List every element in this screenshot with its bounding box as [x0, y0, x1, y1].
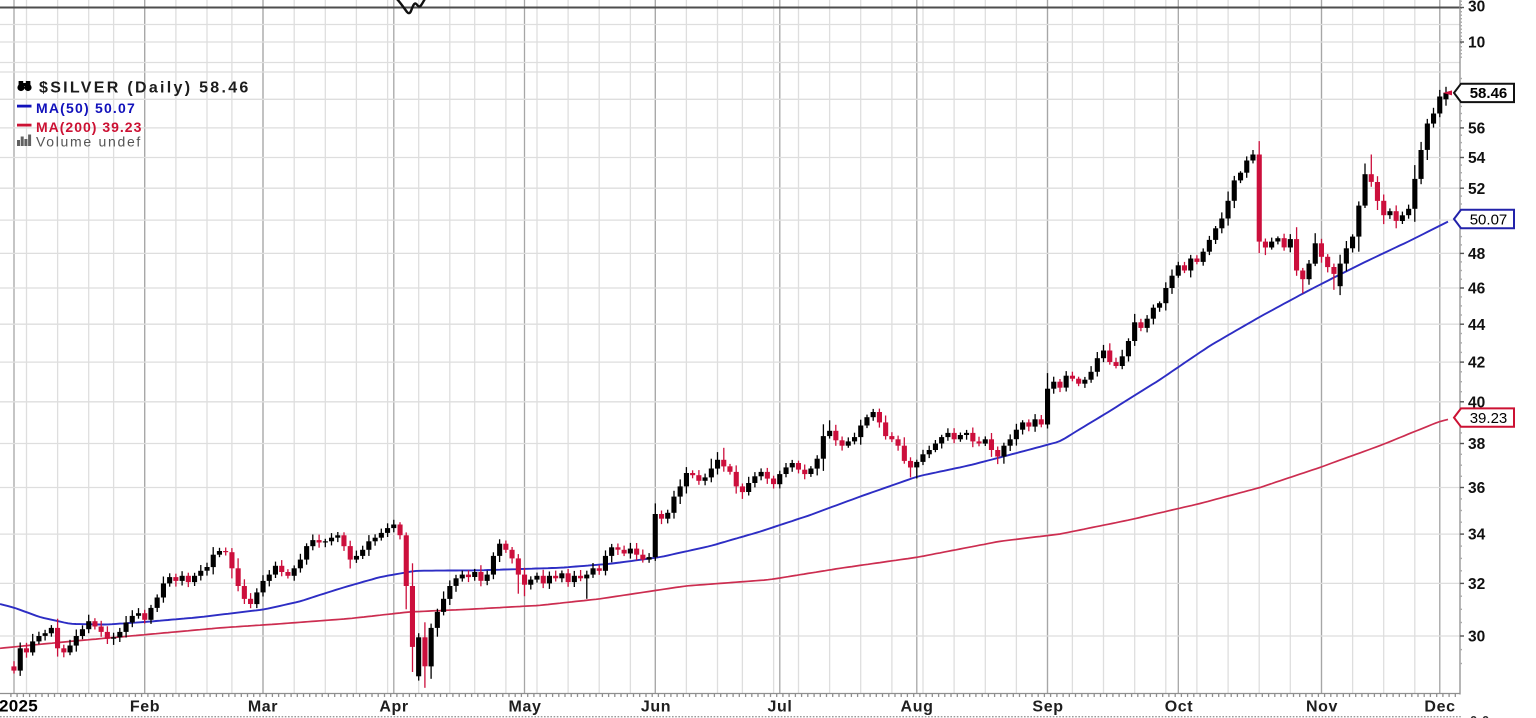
svg-text:2025: 2025: [0, 697, 38, 716]
svg-text:0.0: 0.0: [1470, 713, 1490, 718]
svg-text:Aug: Aug: [901, 699, 934, 716]
svg-text:56: 56: [1468, 121, 1486, 138]
svg-text:MA(50) 50.07: MA(50) 50.07: [36, 100, 136, 116]
svg-text:54: 54: [1468, 150, 1486, 167]
svg-text:40: 40: [1468, 394, 1485, 411]
svg-text:44: 44: [1468, 317, 1486, 334]
svg-text:58.46: 58.46: [1470, 85, 1508, 102]
svg-text:Volume undef: Volume undef: [36, 134, 142, 150]
svg-text:$SILVER (Daily) 58.46: $SILVER (Daily) 58.46: [39, 80, 251, 97]
svg-text:Jun: Jun: [641, 699, 671, 716]
svg-text:38: 38: [1468, 436, 1486, 453]
svg-text:May: May: [509, 699, 542, 716]
svg-text:39.23: 39.23: [1470, 410, 1508, 427]
svg-text:46: 46: [1468, 281, 1486, 298]
svg-text:52: 52: [1468, 181, 1485, 198]
svg-text:50.07: 50.07: [1470, 211, 1508, 228]
svg-text:Sep: Sep: [1032, 699, 1063, 716]
svg-text:36: 36: [1468, 480, 1486, 497]
svg-text:MA(200) 39.23: MA(200) 39.23: [36, 119, 142, 135]
svg-text:34: 34: [1468, 527, 1486, 544]
svg-text:30: 30: [1468, 629, 1485, 646]
svg-text:32: 32: [1468, 576, 1485, 593]
svg-text:48: 48: [1468, 246, 1486, 263]
svg-text:Dec: Dec: [1424, 699, 1455, 716]
svg-text:Jul: Jul: [768, 699, 793, 716]
svg-text:Oct: Oct: [1165, 699, 1194, 716]
svg-text:Nov: Nov: [1306, 699, 1338, 716]
svg-text:10: 10: [1468, 35, 1485, 52]
svg-text:Feb: Feb: [130, 699, 160, 716]
svg-text:Apr: Apr: [379, 699, 408, 716]
svg-text:30: 30: [1468, 0, 1485, 16]
svg-text:Mar: Mar: [248, 699, 278, 716]
svg-text:42: 42: [1468, 355, 1485, 372]
